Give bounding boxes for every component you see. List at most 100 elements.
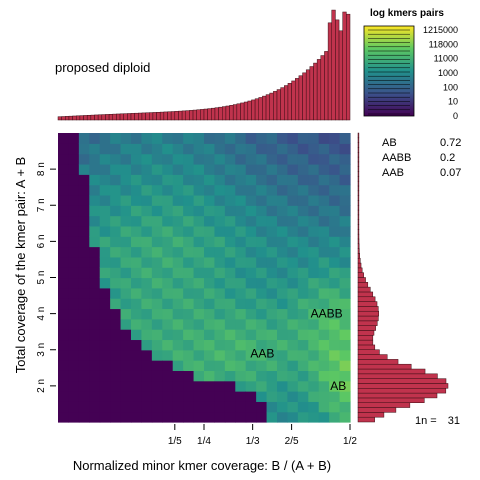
heatmap-cell — [78, 391, 90, 402]
heatmap-cell — [131, 277, 143, 289]
right-histogram-bar — [357, 412, 385, 418]
heatmap-cell — [256, 329, 268, 341]
heatmap-cell — [266, 391, 278, 402]
heatmap-cell — [131, 256, 143, 268]
heatmap-cell — [245, 277, 257, 289]
heatmap-cell — [183, 256, 195, 268]
heatmap-cell — [58, 153, 70, 165]
heatmap-cell — [308, 339, 320, 351]
heatmap-cell — [110, 267, 122, 279]
heatmap-cell — [151, 225, 163, 237]
heatmap-cell — [287, 391, 299, 402]
heatmap-cell — [256, 267, 268, 279]
top-histogram-bar — [211, 107, 216, 121]
heatmap-cell — [266, 133, 278, 144]
heatmap-cell — [329, 143, 341, 155]
heatmap-cell — [193, 174, 205, 186]
heatmap-cell — [318, 267, 330, 279]
heatmap-cell — [141, 225, 153, 237]
heatmap-cell — [235, 143, 247, 155]
heatmap-cell — [235, 133, 247, 144]
heatmap-cell — [120, 143, 132, 155]
heatmap-cell — [141, 380, 153, 392]
heatmap-cell — [297, 298, 309, 310]
top-histogram-bar — [189, 110, 194, 121]
heatmap-cell — [193, 205, 205, 217]
heatmap-cell — [235, 205, 247, 217]
heatmap-cell — [256, 391, 268, 402]
heatmap-cell — [193, 308, 205, 320]
heatmap-cell — [141, 236, 153, 248]
right-histogram-bar — [357, 257, 361, 264]
heatmap-cell — [287, 184, 299, 196]
heatmap-cell — [141, 194, 153, 206]
heatmap-cell — [224, 174, 236, 186]
heatmap-cell — [245, 143, 257, 155]
heatmap-cell — [193, 349, 205, 361]
heatmap-cell — [89, 184, 101, 196]
heatmap-cell — [131, 318, 143, 330]
proportion-value: 0.2 — [440, 152, 455, 164]
heatmap-cell — [329, 380, 341, 392]
heatmap-cell — [99, 318, 111, 330]
right-histogram-bar — [357, 320, 378, 326]
heatmap-cell — [110, 401, 122, 413]
heatmap-cell — [339, 370, 351, 382]
heatmap-cell — [162, 360, 174, 371]
heatmap-cell — [224, 287, 236, 299]
heatmap-cell — [172, 143, 184, 155]
heatmap-cell — [162, 194, 174, 206]
right-histogram-bar — [357, 325, 376, 331]
heatmap-cell — [277, 133, 289, 144]
heatmap-cell — [89, 194, 101, 206]
heatmap-cell — [339, 236, 351, 248]
right-histogram-bar — [357, 267, 363, 273]
heatmap-cell — [224, 256, 236, 268]
heatmap-cell — [68, 411, 80, 423]
right-histogram-bar — [357, 392, 438, 399]
heatmap-cell — [141, 277, 153, 289]
heatmap-cell — [183, 194, 195, 206]
heatmap-cell — [172, 246, 184, 258]
heatmap-cell — [318, 215, 330, 227]
heatmap-cell — [68, 401, 80, 413]
heatmap-cell — [193, 215, 205, 227]
heatmap-cell — [287, 349, 299, 361]
heatmap-cell — [204, 360, 216, 371]
heatmap-cell — [224, 184, 236, 196]
heatmap-cell — [204, 153, 216, 165]
heatmap-cell — [235, 339, 247, 351]
heatmap-cell — [172, 287, 184, 299]
heatmap-cell — [78, 133, 90, 144]
heatmap-cell — [131, 133, 143, 144]
heatmap-cell — [68, 143, 80, 155]
right-histogram-bar — [357, 402, 411, 408]
heatmap-cell — [204, 205, 216, 217]
heatmap-cell — [68, 184, 80, 196]
heatmap-cell — [78, 256, 90, 268]
heatmap-cell — [141, 163, 153, 175]
heatmap-cell — [172, 174, 184, 186]
heatmap-cell — [99, 215, 111, 227]
heatmap-cell — [287, 153, 299, 165]
heatmap-cell — [204, 277, 216, 289]
heatmap-cell — [89, 133, 101, 144]
heatmap-cell — [120, 225, 132, 237]
x-tick-label: 1/5 — [168, 436, 182, 447]
heatmap-cell — [214, 267, 226, 279]
y-tick-label: 5 n — [36, 271, 47, 285]
heatmap-cell — [99, 287, 111, 299]
heatmap-cell — [58, 225, 70, 237]
heatmap-cell — [266, 236, 278, 248]
heatmap-cell — [224, 246, 236, 258]
heatmap-cell — [235, 153, 247, 165]
heatmap-cell — [141, 184, 153, 196]
heatmap-cell — [193, 380, 205, 392]
heatmap-cell — [339, 194, 351, 206]
proportion-value: 0.72 — [440, 137, 461, 149]
heatmap-cell — [214, 308, 226, 320]
heatmap-cell — [193, 225, 205, 237]
heatmap-cell — [78, 184, 90, 196]
heatmap-cell — [141, 318, 153, 330]
heatmap-cell — [58, 256, 70, 268]
